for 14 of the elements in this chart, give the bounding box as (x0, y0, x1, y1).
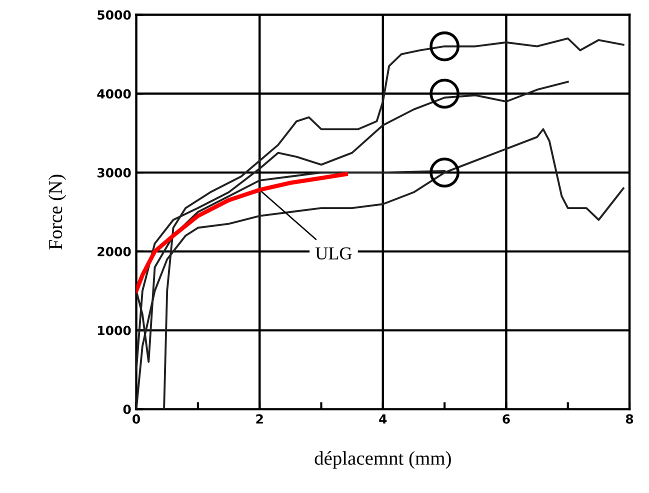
y-tick-label: 1000 (98, 326, 131, 336)
x-tick-label: 8 (626, 414, 634, 424)
y-tick-label: 0 (123, 404, 131, 414)
x-tick-label: 6 (502, 414, 510, 424)
y-axis-title: Force (N) (48, 174, 66, 250)
y-tick-label: 5000 (98, 10, 131, 20)
y-tick-label: 4000 (97, 89, 131, 99)
x-tick-label: 0 (132, 414, 140, 424)
text: ULG (316, 247, 352, 260)
y-tick-label: 3000 (97, 168, 131, 178)
x-tick-label: 2 (256, 414, 263, 424)
y-tick-label: 2000 (98, 246, 131, 256)
x-tick-label: 4 (379, 414, 387, 424)
x-axis-title: déplacemnt (mm) (314, 451, 451, 469)
